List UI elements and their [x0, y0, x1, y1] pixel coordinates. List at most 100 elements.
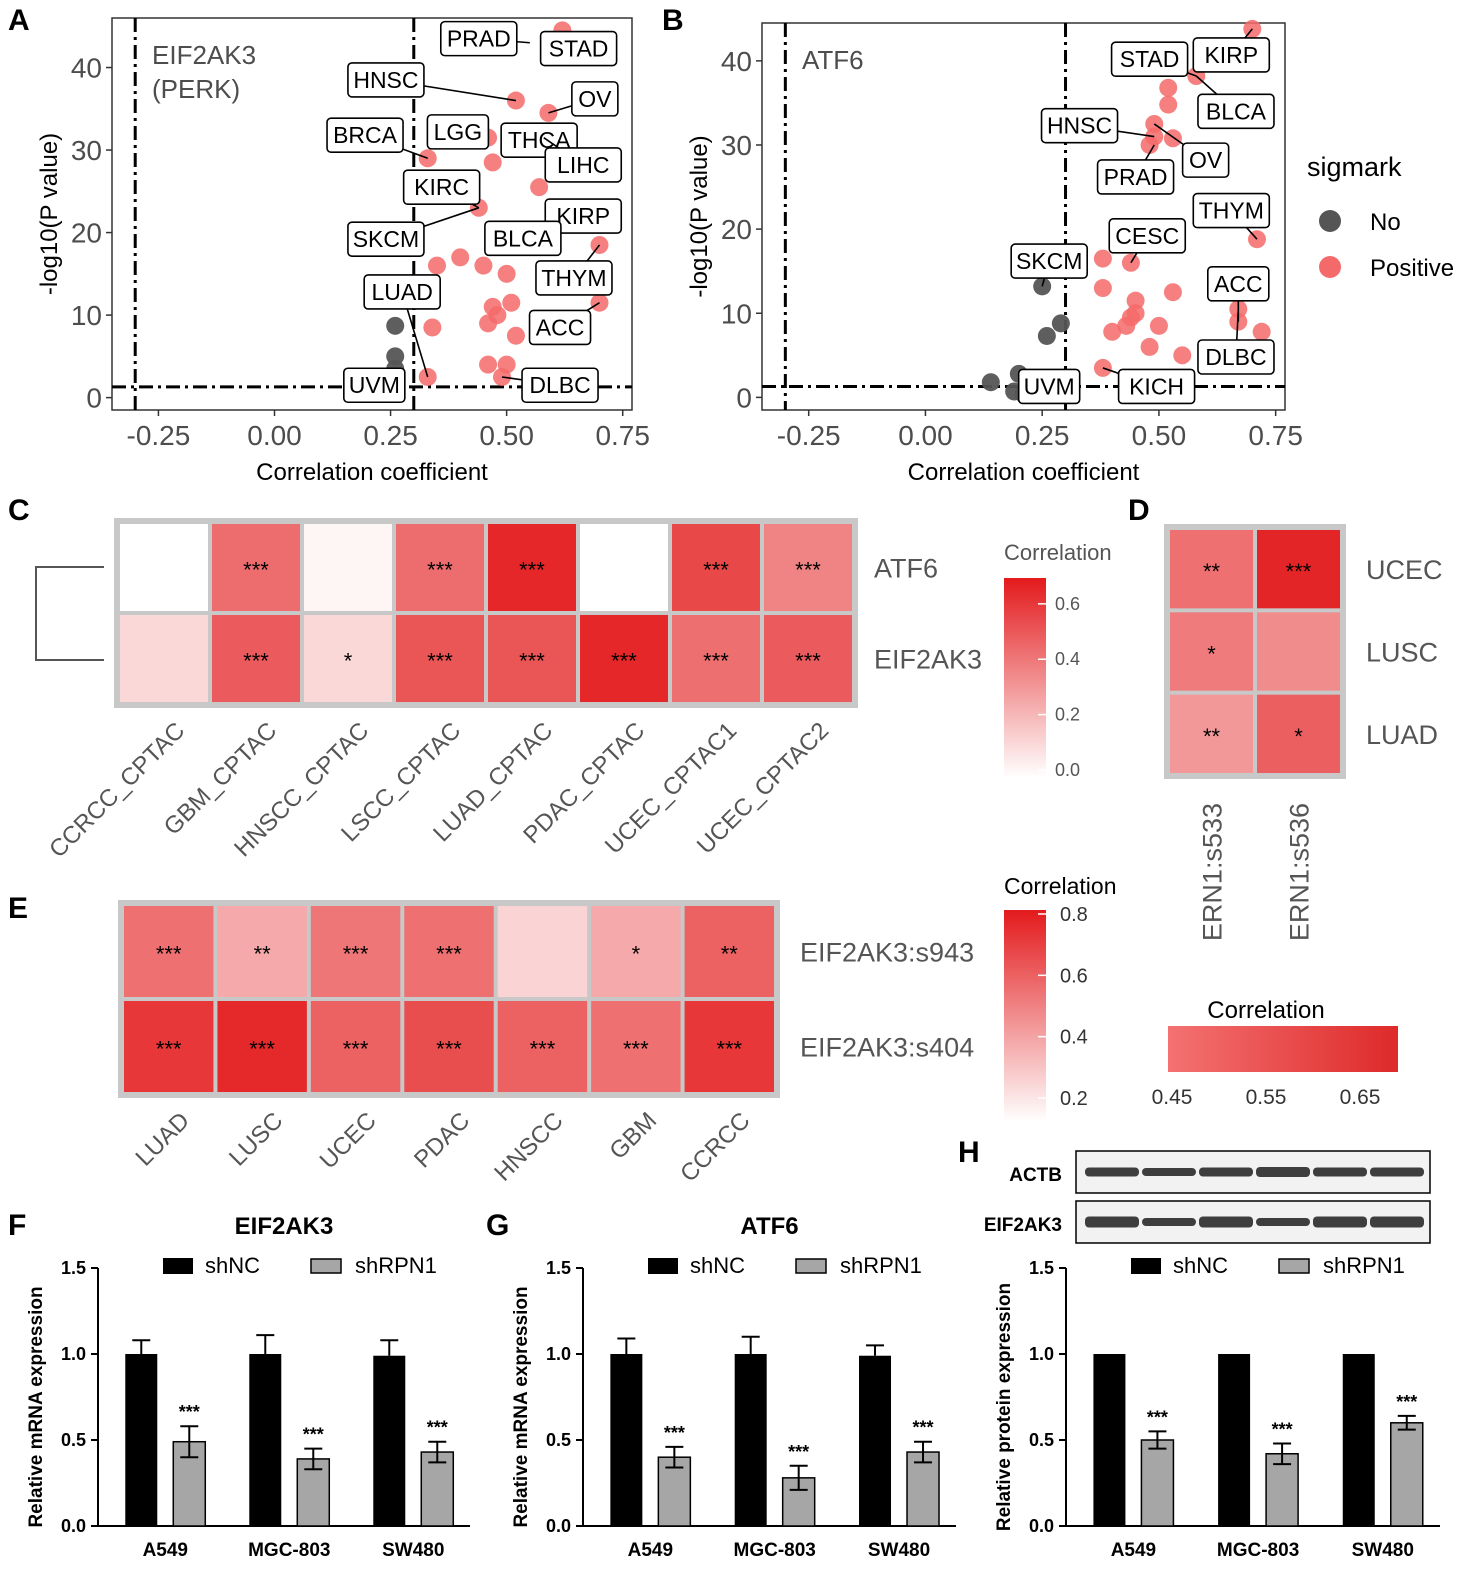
label-box [521, 367, 599, 404]
y-tick-label: 10 [721, 298, 752, 329]
colorbar-tick-label: 0.2 [1060, 1088, 1088, 1110]
x-tick-label: SW480 [1352, 1540, 1414, 1561]
label-box [1017, 368, 1081, 405]
significance-stars: *** [703, 558, 729, 583]
point-label: SKCM [1016, 248, 1082, 274]
colorbar-tick-label: 0.45 [1152, 1086, 1193, 1109]
blot-row-label: ACTB [1009, 1165, 1062, 1186]
significance-stars: *** [530, 1037, 556, 1062]
bar-shnc [1342, 1354, 1375, 1526]
y-tick-label: 30 [721, 130, 752, 161]
legend-swatch-shrpn1 [795, 1258, 827, 1274]
x-tick-label: MGC-803 [1217, 1540, 1299, 1561]
heatmap-cell [120, 524, 208, 611]
colorbar-tick-label: 0.6 [1060, 965, 1088, 987]
y-axis-title: Relative protein expression [994, 1283, 1015, 1531]
legend-swatch-shrpn1 [1278, 1258, 1310, 1274]
row-label: EIF2AK3:s404 [800, 1033, 974, 1063]
legend-label-shnc: shNC [690, 1253, 745, 1278]
row-label: UCEC [1366, 555, 1443, 585]
significance-stars: ** [1203, 724, 1221, 749]
blot-band [1199, 1216, 1253, 1228]
data-point [483, 153, 502, 172]
point-label: DLBC [1205, 344, 1266, 370]
y-tick-label: 0 [736, 382, 752, 413]
blot-row-label: EIF2AK3 [984, 1215, 1062, 1236]
heatmap-cell [217, 1001, 307, 1092]
blot-band [1313, 1167, 1367, 1177]
legend-label-shrpn1: shRPN1 [1323, 1253, 1405, 1278]
bar-shnc [1218, 1354, 1251, 1526]
heatmap-cell [304, 615, 392, 702]
heatmap-cell [1170, 694, 1253, 773]
heatmap-cell [1257, 694, 1340, 773]
data-point [1126, 304, 1145, 323]
colorbar-tick-label: 0.55 [1246, 1086, 1287, 1109]
significance-stars: *** [913, 1418, 934, 1438]
x-tick-label: 0.75 [595, 420, 650, 451]
data-point [981, 373, 1000, 392]
x-tick-label: -0.25 [777, 420, 841, 451]
row-label: ATF6 [874, 554, 938, 584]
bar-shrpn1 [420, 1451, 455, 1527]
point-label: UVM [349, 372, 400, 398]
scatter-panel-a: -0.25 0.00 0.25 0.50 0.75 0 10 20 30 40 Correlatio… [36, 17, 650, 486]
column-label: CCRCC [675, 1107, 755, 1187]
blot-band [1370, 1216, 1424, 1228]
heatmap-panel-e: *** ** *** *** * ***** *** *** *** *** *** ***EIF2A… [118, 873, 1117, 1188]
label-box [535, 260, 613, 296]
point-label: KIRC [414, 174, 469, 200]
row-label: LUSC [1366, 638, 1438, 668]
significance-stars: *** [519, 558, 545, 583]
significance-stars: *** [179, 1402, 200, 1422]
bar-panel-h: 0.0 0.5 1.0 1.5 Relative protein expression s… [994, 1253, 1440, 1561]
blot-band [1142, 1218, 1196, 1226]
data-point [1173, 346, 1192, 365]
blot-band [1256, 1167, 1310, 1177]
legend-label-shnc: shNC [1173, 1253, 1228, 1278]
column-label: LUSC [224, 1107, 288, 1171]
significance-stars: *** [427, 558, 453, 583]
heatmap-cell [591, 1001, 681, 1092]
data-point [386, 316, 405, 335]
data-point [474, 256, 493, 275]
label-box [439, 20, 518, 57]
y-axis-title: Relative mRNA expression [511, 1286, 532, 1527]
colorbar-tick-label: 0.65 [1340, 1086, 1381, 1109]
colorbar-title: Correlation [1004, 540, 1112, 565]
data-point [1159, 95, 1178, 114]
significance-stars: *** [243, 649, 269, 674]
panel-label-b: B [662, 4, 684, 37]
gene-label: (PERK) [152, 74, 240, 104]
point-label: DLBC [529, 372, 590, 398]
row-label: LUAD [1366, 720, 1438, 750]
bar-shnc [734, 1354, 767, 1526]
heatmap-cell [1170, 612, 1253, 691]
y-tick-label: 1.5 [1029, 1258, 1054, 1278]
x-tick-label: 0.25 [1015, 420, 1070, 451]
data-point [479, 314, 498, 333]
point-label: CESC [1115, 223, 1179, 249]
column-label: UCEC [315, 1107, 382, 1174]
label-box [1010, 243, 1088, 279]
legend-positive-swatch [1319, 256, 1341, 278]
heatmap-cell [1170, 530, 1253, 609]
y-tick-label: 0.0 [1029, 1516, 1054, 1536]
bar-shnc [610, 1354, 643, 1526]
colorbar-tick-label: 0.8 [1060, 904, 1088, 926]
point-label: THYM [1199, 198, 1264, 224]
heatmap-cell [396, 615, 484, 702]
label-box [347, 221, 425, 257]
label-box [1096, 159, 1175, 195]
heatmap-cell [217, 906, 307, 997]
colorbar-tick-label: 0.0 [1055, 760, 1080, 780]
legend-positive-label: Positive [1370, 255, 1454, 282]
significance-stars: *** [1272, 1419, 1293, 1439]
bar-panel-g: ATF6 0.0 0.5 1.0 1.5 Relative mRNA expression… [511, 1213, 956, 1561]
heatmap-cell [580, 524, 668, 611]
data-point [1126, 291, 1145, 310]
significance-stars: * [632, 942, 641, 967]
significance-stars: * [1294, 724, 1303, 749]
label-box [347, 62, 425, 98]
